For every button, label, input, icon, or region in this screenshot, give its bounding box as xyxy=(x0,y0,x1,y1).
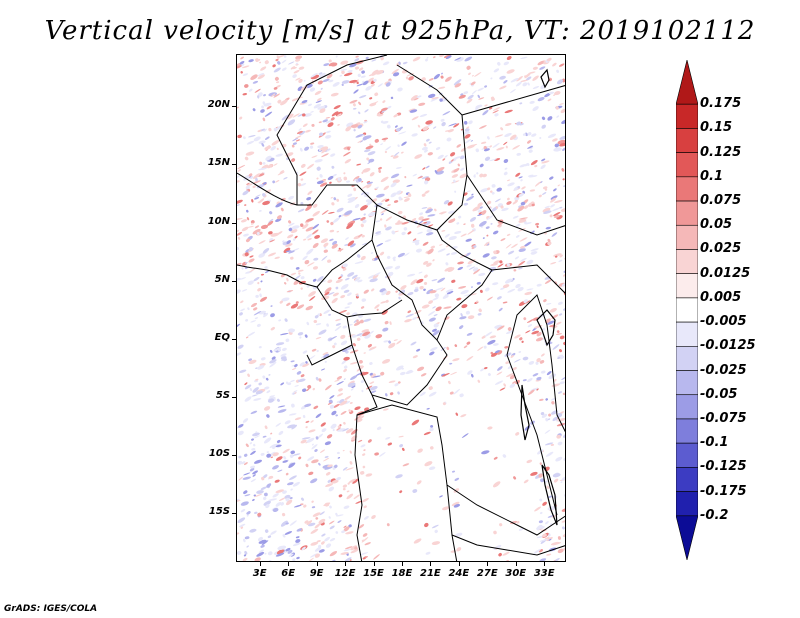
lon-tick xyxy=(401,562,403,566)
lat-tick xyxy=(232,338,236,340)
colorbar-band xyxy=(676,346,698,371)
lon-tick xyxy=(373,562,375,566)
colorbar-band xyxy=(676,370,698,396)
lon-tick xyxy=(487,562,489,566)
colorbar-band xyxy=(676,152,698,178)
lat-label: 10N xyxy=(207,215,230,227)
lat-tick xyxy=(232,280,236,282)
lat-tick xyxy=(232,513,236,515)
lat-label: 20N xyxy=(207,99,230,111)
colorbar-label: 0.1 xyxy=(700,168,724,184)
colorbar-band xyxy=(676,200,698,226)
lon-label: 18E xyxy=(391,568,413,579)
colorbar-band xyxy=(676,103,698,129)
lon-label: 24E xyxy=(448,568,470,579)
colorbar-band xyxy=(676,273,698,299)
colorbar-label: -0.125 xyxy=(700,459,747,475)
colorbar-label: 0.0125 xyxy=(700,265,751,281)
colorbar-band xyxy=(676,249,698,274)
colorbar-band xyxy=(676,491,698,517)
colorbar-band xyxy=(676,515,698,560)
lon-label: 9E xyxy=(309,568,324,579)
colorbar-band xyxy=(676,60,698,105)
lon-label: 30E xyxy=(505,568,527,579)
map-title: Vertical velocity [m/s] at 925hPa, VT: 2… xyxy=(44,16,756,46)
colorbar-band xyxy=(676,394,698,420)
lon-label: 21E xyxy=(420,568,441,579)
lon-label: 6E xyxy=(281,568,296,579)
colorbar-label: 0.025 xyxy=(700,241,742,257)
colorbar-label: 0.175 xyxy=(700,96,742,112)
colorbar-band xyxy=(676,224,698,250)
vertical-velocity-field xyxy=(237,55,565,561)
lat-label: 5S xyxy=(215,389,230,401)
lat-tick xyxy=(232,396,236,398)
great-lakes xyxy=(520,68,558,526)
lon-tick xyxy=(544,562,546,566)
lat-label: 15S xyxy=(208,506,230,518)
colorbar-label: -0.005 xyxy=(700,314,747,330)
colorbar-band xyxy=(676,442,698,468)
colorbar-label: -0.0125 xyxy=(700,338,756,354)
map-panel xyxy=(236,54,566,562)
colorbar-band xyxy=(676,467,698,492)
lon-label: 27E xyxy=(476,568,498,579)
colorbar-label: 0.15 xyxy=(700,120,733,136)
colorbar-band xyxy=(676,128,698,153)
colorbar-band xyxy=(676,418,698,444)
lat-label: 15N xyxy=(207,157,230,169)
lon-tick xyxy=(430,562,432,566)
colorbar-label: -0.05 xyxy=(700,386,738,402)
grads-credit: GrADS: IGES/COLA xyxy=(4,604,98,614)
colorbar-band xyxy=(676,321,698,347)
lat-tick xyxy=(232,106,236,108)
colorbar-label: -0.075 xyxy=(700,410,747,426)
lat-label: 10S xyxy=(208,448,230,460)
lon-label: 12E xyxy=(334,568,356,579)
colorbar-label: 0.125 xyxy=(700,144,742,160)
colorbar-label: -0.1 xyxy=(700,435,729,451)
lon-tick xyxy=(515,562,517,566)
lat-label: EQ xyxy=(214,331,230,343)
colorbar-label: 0.05 xyxy=(700,217,733,233)
lat-tick xyxy=(232,222,236,224)
colorbar-label: -0.2 xyxy=(700,507,729,523)
colorbar-label: 0.075 xyxy=(700,193,742,209)
lon-tick xyxy=(259,562,261,566)
lon-tick xyxy=(458,562,460,566)
lon-label: 33E xyxy=(533,568,555,579)
colorbar-band xyxy=(676,297,698,323)
colorbar-label: -0.175 xyxy=(700,483,747,499)
colorbar-label: -0.025 xyxy=(700,362,747,378)
lat-label: 5N xyxy=(214,273,230,285)
lon-tick xyxy=(345,562,347,566)
lon-label: 15E xyxy=(363,568,384,579)
lat-tick xyxy=(232,455,236,457)
lon-label: 3E xyxy=(252,568,267,579)
colorbar-label: 0.005 xyxy=(700,289,742,305)
colorbar-band xyxy=(676,176,698,202)
colorbar xyxy=(676,60,698,560)
lon-tick xyxy=(316,562,318,566)
lon-tick xyxy=(288,562,290,566)
country-borders xyxy=(237,55,565,561)
lat-tick xyxy=(232,164,236,166)
